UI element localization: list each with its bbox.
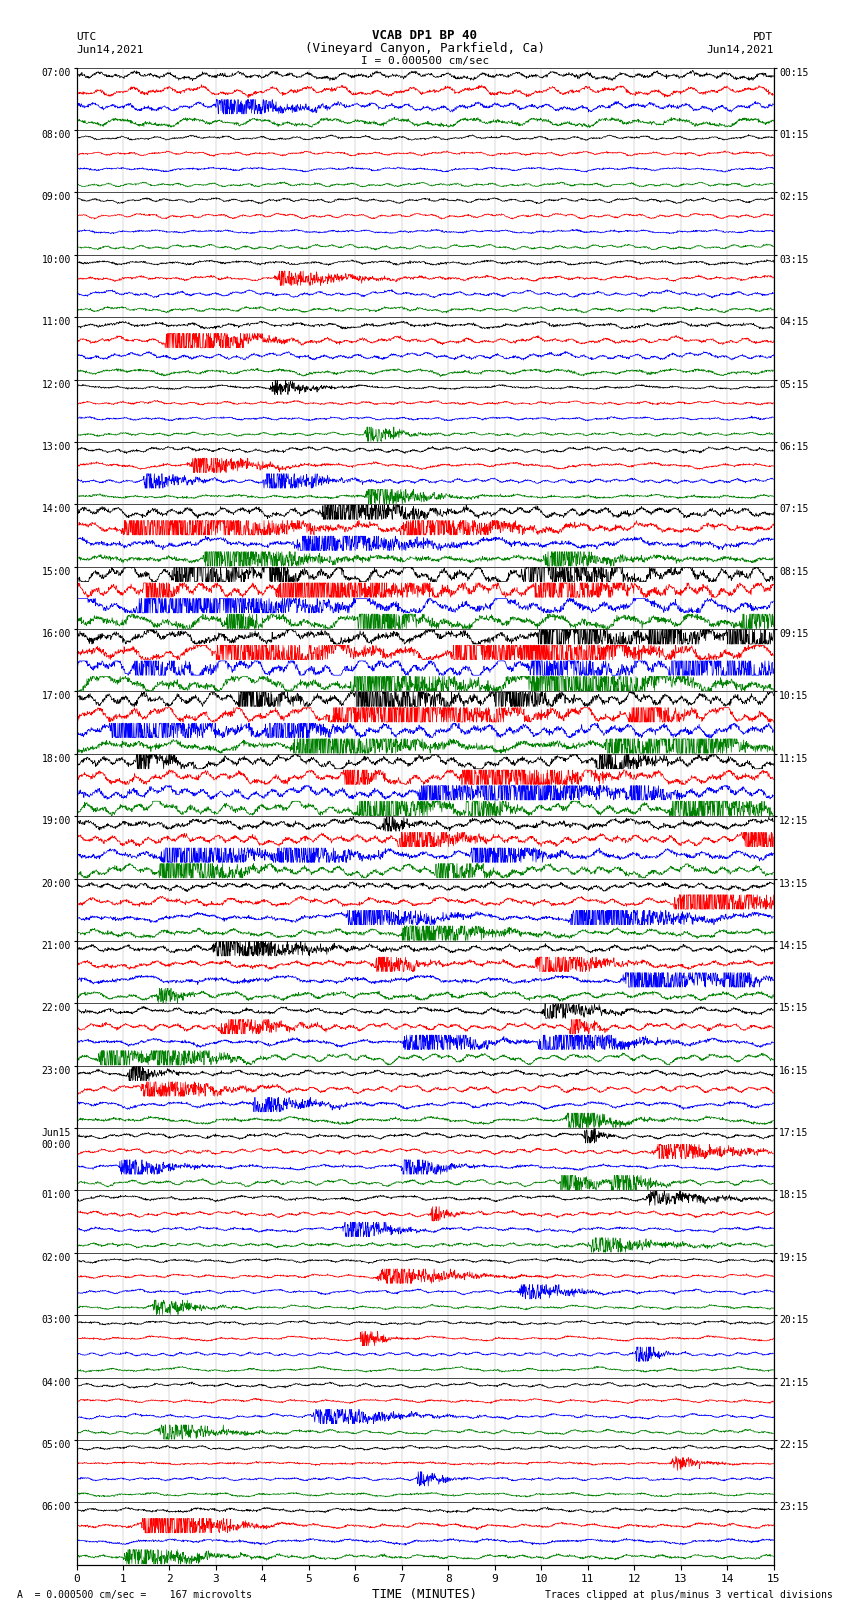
Text: Jun14,2021: Jun14,2021 bbox=[76, 45, 144, 55]
Text: VCAB DP1 BP 40: VCAB DP1 BP 40 bbox=[372, 29, 478, 42]
Text: Jun14,2021: Jun14,2021 bbox=[706, 45, 774, 55]
Text: A  = 0.000500 cm/sec =    167 microvolts: A = 0.000500 cm/sec = 167 microvolts bbox=[17, 1590, 252, 1600]
Text: I = 0.000500 cm/sec: I = 0.000500 cm/sec bbox=[361, 56, 489, 66]
Text: PDT: PDT bbox=[753, 32, 774, 42]
X-axis label: TIME (MINUTES): TIME (MINUTES) bbox=[372, 1589, 478, 1602]
Text: Traces clipped at plus/minus 3 vertical divisions: Traces clipped at plus/minus 3 vertical … bbox=[545, 1590, 833, 1600]
Text: UTC: UTC bbox=[76, 32, 97, 42]
Text: (Vineyard Canyon, Parkfield, Ca): (Vineyard Canyon, Parkfield, Ca) bbox=[305, 42, 545, 55]
